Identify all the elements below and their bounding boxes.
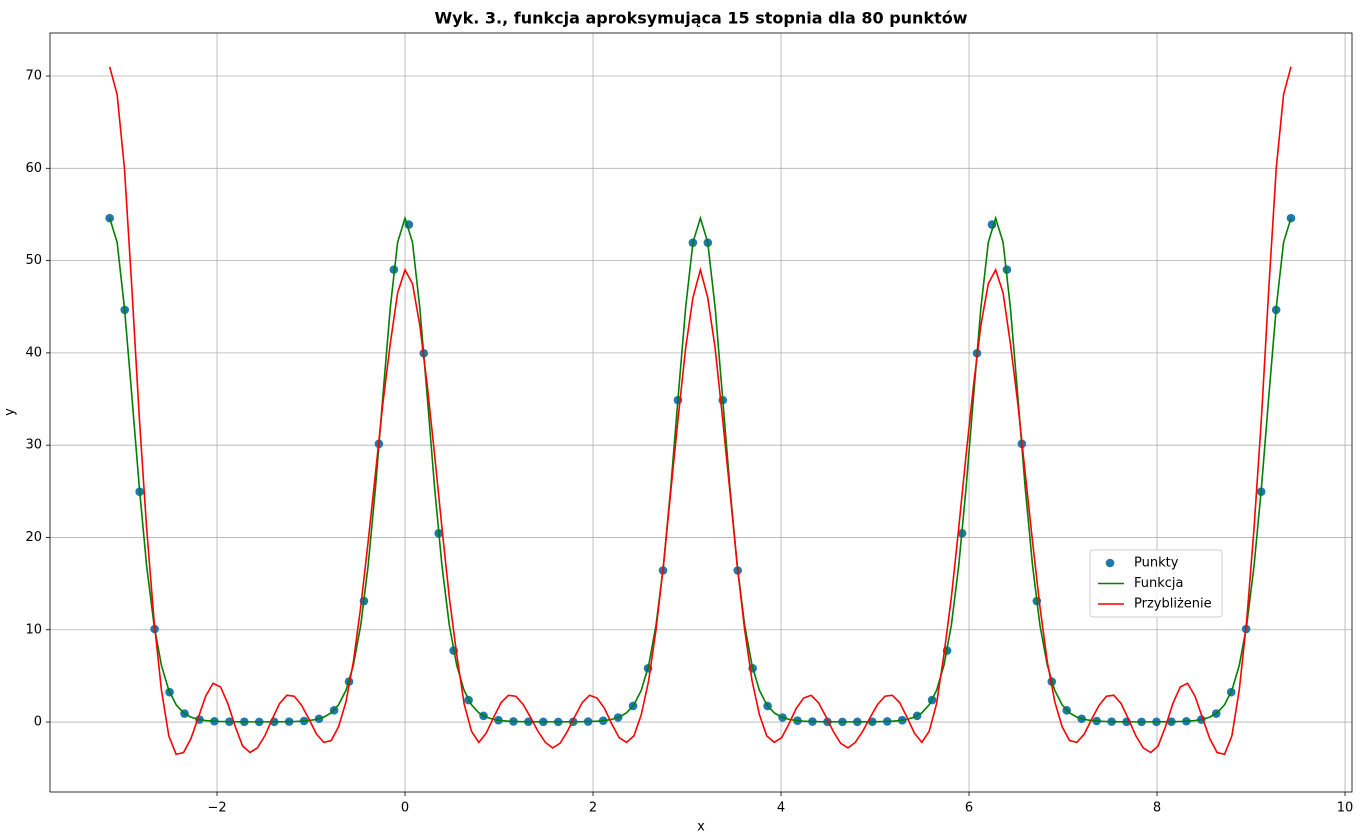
legend-marker bbox=[1105, 558, 1115, 568]
y-tick-label: 60 bbox=[25, 161, 42, 176]
x-axis-label: x bbox=[697, 820, 705, 835]
x-tick-label: 8 bbox=[1153, 801, 1161, 816]
x-tick-label: 6 bbox=[965, 801, 973, 816]
legend-label: Funkcja bbox=[1134, 576, 1184, 591]
y-tick-label: 30 bbox=[25, 438, 42, 453]
y-tick-label: 10 bbox=[25, 622, 42, 637]
x-tick-label: −2 bbox=[207, 801, 226, 816]
x-tick-label: 0 bbox=[401, 801, 409, 816]
legend-label: Punkty bbox=[1134, 556, 1179, 571]
scatter-point bbox=[1286, 213, 1296, 223]
plot-area bbox=[105, 66, 1296, 756]
x-tick-label: 2 bbox=[589, 801, 597, 816]
x-tick-label: 4 bbox=[777, 801, 785, 816]
legend-label: Przybliżenie bbox=[1134, 597, 1212, 612]
y-tick-label: 70 bbox=[25, 69, 42, 84]
y-tick-label: 0 bbox=[34, 715, 42, 730]
chart-title: Wyk. 3., funkcja aproksymująca 15 stopni… bbox=[435, 9, 968, 28]
grid bbox=[50, 33, 1352, 792]
y-tick-label: 20 bbox=[25, 530, 42, 545]
x-tick-label: 10 bbox=[1337, 801, 1354, 816]
y-axis-label: y bbox=[3, 408, 18, 416]
legend: Punkty Funkcja Przybliżenie bbox=[1089, 549, 1223, 618]
y-tick-label: 40 bbox=[25, 345, 42, 360]
data-line bbox=[108, 66, 1292, 756]
axes-frame bbox=[49, 32, 1353, 793]
legend-box bbox=[1089, 549, 1223, 618]
data-line bbox=[108, 215, 1292, 723]
scatter-point bbox=[105, 213, 114, 223]
y-tick-label: 50 bbox=[25, 253, 42, 268]
